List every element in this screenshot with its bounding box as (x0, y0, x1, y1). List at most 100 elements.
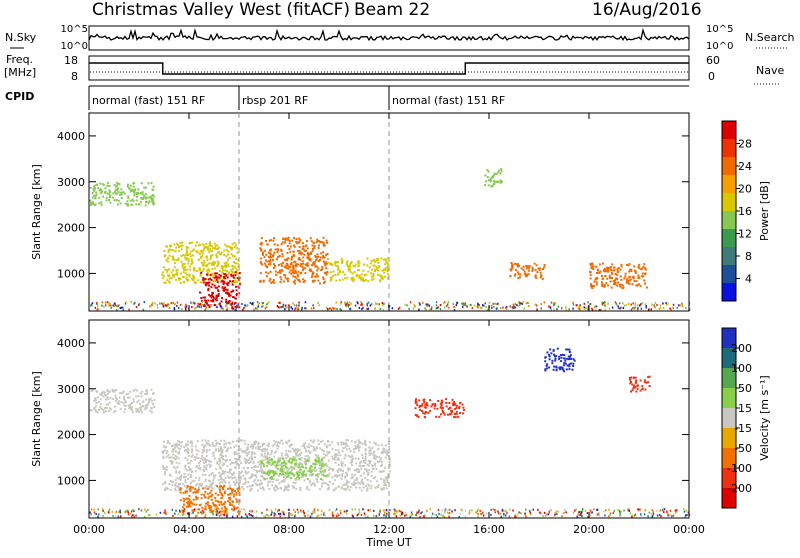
colorbar-swatch (722, 368, 736, 389)
colorbar-swatch (722, 348, 736, 369)
colorbar-tick-label: 12 (738, 228, 752, 241)
colorbar-tick-label: 4 (745, 273, 752, 286)
freq-trace (89, 62, 689, 75)
cpid-segment-label: normal (fast) 151 RF (392, 94, 505, 107)
nsearch-tick-bottom: 10^0 (706, 41, 733, 52)
echo-region (259, 457, 329, 480)
echo-region (161, 241, 241, 285)
echo-region (89, 181, 155, 207)
near-range-echoes (90, 301, 691, 311)
colorbar-swatch (722, 229, 736, 248)
nave-label: Nave (756, 64, 784, 77)
nsky-trace (88, 27, 690, 42)
y-tick-label: 4000 (57, 130, 85, 143)
nsearch-label: N.Search (745, 31, 795, 44)
echo-region (259, 236, 329, 285)
echo-region (89, 388, 156, 414)
nave-tick-top: 60 (706, 54, 720, 67)
colorbar-swatch (722, 468, 736, 489)
colorbar-tick-label: 16 (738, 205, 752, 218)
x-tick-label: 04:00 (173, 523, 205, 536)
power-echoes (89, 168, 691, 311)
colorbar-swatch (722, 211, 736, 230)
y-tick-label: 3000 (57, 383, 85, 396)
colorbar-swatch (722, 283, 736, 302)
colorbar-swatch (722, 265, 736, 284)
colorbar-tick-label: -200 (727, 482, 752, 495)
date-label: 16/Aug/2016 (592, 0, 702, 20)
colorbar-swatch (722, 121, 736, 140)
x-tick-label: 00:00 (673, 523, 705, 536)
freq-panel: Freq. [MHz] 18 8 60 0 Nave (4, 53, 784, 85)
echo-region (326, 257, 390, 283)
x-tick-label: 00:00 (73, 523, 105, 536)
colorbar-swatch (722, 193, 736, 212)
cpid-row: CPID normal (fast) 151 RF rbsp 201 RF norm… (5, 85, 689, 110)
y-tick-label: 1000 (57, 474, 85, 487)
y-tick-label: 2000 (57, 222, 85, 235)
echo-region (629, 375, 651, 393)
colorbars: 28 24 20 16 12 8 4 Power [dB] 200 100 50 15 -15 -50 -1… (721, 120, 771, 509)
near-range-echoes (89, 508, 691, 518)
colorbar-tick-label: 20 (738, 183, 752, 196)
freq-tick-top: 18 (64, 54, 78, 67)
cpid-segment-label: normal (fast) 151 RF (92, 94, 205, 107)
colorbar-tick-label: -15 (734, 422, 752, 435)
colorbar-swatch (722, 328, 736, 349)
colorbar-swatch (722, 157, 736, 176)
y-tick-label: 2000 (57, 429, 85, 442)
x-tick-label: 16:00 (473, 523, 505, 536)
echo-region (179, 485, 241, 516)
colorbar-swatch (722, 247, 736, 266)
y-tick-label: 3000 (57, 176, 85, 189)
x-tick-label: 08:00 (273, 523, 305, 536)
colorbar-tick-label: 50 (738, 382, 752, 395)
echo-region (509, 262, 546, 280)
nsky-panel: N.Sky 10^5 10^0 10^5 10^0 N.Search (5, 24, 795, 52)
y-axis-label: Slant Range [km] (30, 371, 43, 467)
colorbar-swatch (722, 408, 736, 429)
nave-tick-bottom: 0 (708, 70, 715, 83)
x-tick-label: 12:00 (373, 523, 405, 536)
axes-layer: 4000 3000 2000 1000 Slant Range [km] 4000 3000… (30, 113, 705, 536)
echo-region (414, 398, 466, 419)
echo-region (484, 168, 503, 188)
plot-title: Christmas Valley West (fitACF) (92, 0, 350, 20)
colorbar-tick-label: 24 (738, 160, 752, 173)
y-tick-label: 4000 (57, 337, 85, 350)
freq-tick-bottom: 8 (71, 70, 78, 83)
colorbar-swatch (722, 388, 736, 409)
velocity-panel (88, 319, 691, 519)
nsky-label: N.Sky (5, 31, 37, 44)
colorbar-tick-label: 200 (731, 342, 752, 355)
colorbar-tick-label: 28 (738, 138, 752, 151)
colorbar-label: Velocity [m s⁻¹] (758, 375, 771, 460)
freq-unit-label: [MHz] (4, 66, 36, 79)
nsearch-tick-top: 10^5 (706, 24, 733, 35)
x-axis-label: Time UT (365, 536, 411, 549)
y-tick-label: 1000 (57, 267, 85, 280)
cpid-label: CPID (5, 90, 34, 103)
colorbar-tick-label: -50 (734, 442, 752, 455)
colorbar-tick-label: 15 (738, 402, 752, 415)
echo-region (544, 347, 576, 373)
cpid-segment-label: rbsp 201 RF (242, 94, 308, 107)
freq-label: Freq. (6, 53, 33, 66)
colorbar-tick-label: 100 (731, 362, 752, 375)
colorbar-swatch (722, 139, 736, 158)
colorbar-swatch (722, 488, 736, 509)
colorbar-label: Power [dB] (758, 181, 771, 241)
x-tick-label: 20:00 (573, 523, 605, 536)
colorbar-swatch (722, 448, 736, 469)
velocity-echoes (89, 347, 691, 518)
colorbar-tick-label: 8 (745, 250, 752, 263)
y-axis-label: Slant Range [km] (30, 164, 43, 260)
beam-label: Beam 22 (354, 0, 430, 20)
colorbar-tick-label: -100 (727, 462, 752, 475)
nsky-tick-top: 10^5 (61, 24, 88, 35)
power-panel (88, 112, 691, 312)
colorbar-swatch (722, 175, 736, 194)
colorbar-swatch (722, 428, 736, 449)
nsky-tick-bottom: 10^0 (61, 41, 88, 52)
